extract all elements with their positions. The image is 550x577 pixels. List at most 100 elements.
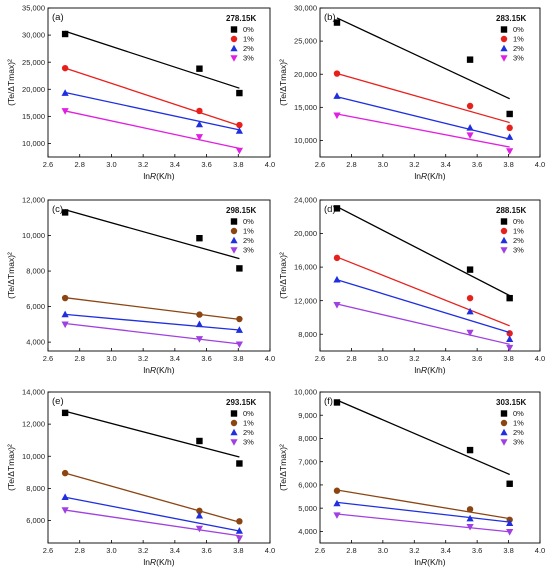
y-tick-label: 9,000 xyxy=(298,411,317,420)
y-axis-label: (Te/ΔTmax)² xyxy=(278,252,288,299)
y-tick-label: 12,000 xyxy=(294,296,317,305)
legend-marker xyxy=(500,227,508,235)
data-point xyxy=(235,527,243,534)
x-axis-label: lnR(K/h) xyxy=(414,365,445,375)
x-tick-label: 2.8 xyxy=(74,354,84,363)
x-tick-label: 2.6 xyxy=(315,160,325,169)
data-point xyxy=(196,234,203,242)
x-tick-label: 3.2 xyxy=(138,354,148,363)
x-tick-label: 3.6 xyxy=(201,354,211,363)
y-tick-label: 8,000 xyxy=(298,434,317,443)
data-point xyxy=(466,446,474,454)
fit-line xyxy=(64,30,240,89)
data-point xyxy=(61,493,69,501)
temperature-label: 303.15K xyxy=(496,398,526,407)
fit-line xyxy=(336,206,510,297)
legend-label: 3% xyxy=(243,246,254,255)
fit-line xyxy=(336,96,510,140)
legend-marker xyxy=(230,227,238,235)
legend-label: 0% xyxy=(513,409,524,418)
y-tick-label: 25,000 xyxy=(294,37,317,46)
legend-marker xyxy=(230,410,238,417)
y-tick-label: 10,000 xyxy=(294,136,317,145)
data-point xyxy=(466,266,474,273)
x-tick-label: 3.4 xyxy=(440,354,450,363)
data-point xyxy=(506,480,513,487)
legend-label: 2% xyxy=(243,428,254,437)
y-tick-label: 20,000 xyxy=(22,85,45,94)
x-tick-label: 3.6 xyxy=(472,160,482,169)
legend-marker xyxy=(500,428,508,436)
data-point xyxy=(466,56,474,63)
y-tick-label: 16,000 xyxy=(294,263,317,272)
data-point xyxy=(61,89,69,96)
plot-frame xyxy=(47,391,271,544)
fit-line xyxy=(65,322,240,345)
data-point xyxy=(466,294,474,302)
x-tick-label: 3.2 xyxy=(409,354,419,363)
legend-label: 3% xyxy=(243,54,254,63)
y-tick-label: 6,000 xyxy=(26,302,45,311)
data-point xyxy=(506,519,514,527)
legend-marker xyxy=(500,410,508,417)
legend-marker xyxy=(230,428,238,436)
x-tick-label: 3.6 xyxy=(472,354,482,363)
legend-marker xyxy=(230,55,238,62)
data-point xyxy=(333,399,341,406)
x-tick-label: 2.8 xyxy=(346,160,356,169)
fit-line xyxy=(65,509,240,537)
legend-marker xyxy=(230,44,238,52)
data-point xyxy=(236,121,243,129)
data-point xyxy=(236,518,243,525)
x-tick-label: 3.8 xyxy=(233,160,243,169)
legend-label: 0% xyxy=(513,217,524,226)
x-tick-label: 3.6 xyxy=(201,546,211,555)
x-tick-label: 3.0 xyxy=(106,160,116,169)
legend-marker xyxy=(500,44,508,52)
panel-label: (a) xyxy=(52,12,64,23)
x-tick-label: 2.6 xyxy=(43,160,53,169)
x-tick-label: 3.4 xyxy=(440,160,450,169)
data-point xyxy=(61,30,69,38)
data-point xyxy=(333,19,341,26)
data-point xyxy=(506,335,514,343)
y-tick-label: 25,000 xyxy=(22,58,45,67)
y-tick-label: 4,000 xyxy=(26,338,45,347)
chart-panel: 2.6 2.8 3.0 3.2 3.4 3.6 3.8 4.0 8,000 12,000 16,00… xyxy=(278,196,545,375)
temperature-label: 298.15K xyxy=(226,206,256,215)
x-tick-label: 3.4 xyxy=(170,546,180,555)
legend-marker xyxy=(230,26,238,33)
data-point xyxy=(506,124,513,132)
legend-marker xyxy=(230,247,238,254)
data-point xyxy=(466,506,474,513)
data-point xyxy=(196,107,203,115)
x-axis-label: lnR(K/h) xyxy=(414,171,445,181)
data-point xyxy=(466,124,474,131)
data-point xyxy=(333,275,341,283)
legend-marker xyxy=(230,35,238,43)
x-tick-label: 3.0 xyxy=(378,546,388,555)
panel-label: (b) xyxy=(324,12,336,23)
legend-label: 3% xyxy=(243,438,254,447)
x-tick-label: 3.2 xyxy=(409,160,419,169)
legend-label: 1% xyxy=(243,419,254,428)
y-tick-label: 6,000 xyxy=(298,481,317,490)
x-tick-label: 4.0 xyxy=(265,354,275,363)
x-tick-label: 3.8 xyxy=(233,546,243,555)
data-point xyxy=(61,209,69,216)
x-tick-label: 2.6 xyxy=(315,546,325,555)
legend-label: 2% xyxy=(513,44,524,53)
x-tick-label: 3.4 xyxy=(170,160,180,169)
temperature-label: 283.15K xyxy=(496,14,526,23)
y-tick-label: 7,000 xyxy=(298,457,317,466)
legend-marker xyxy=(500,419,508,427)
data-point xyxy=(61,321,69,329)
data-point xyxy=(506,148,514,155)
chart-panel: 2.6 2.8 3.0 3.2 3.4 3.6 3.8 4.0 10,000 15,000 20,0… xyxy=(6,4,275,181)
data-point xyxy=(235,127,243,134)
legend-label: 1% xyxy=(243,35,254,44)
y-tick-label: 5,000 xyxy=(298,504,317,513)
data-point xyxy=(333,302,341,309)
data-point xyxy=(61,108,69,115)
data-point xyxy=(235,326,243,333)
